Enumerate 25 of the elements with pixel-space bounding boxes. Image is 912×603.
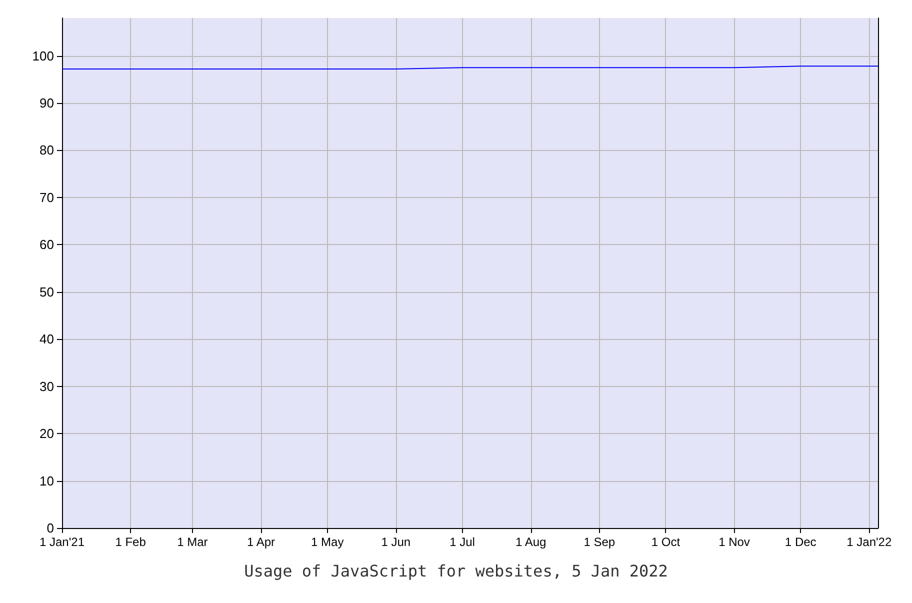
x-tick-label: 1 Mar (177, 535, 208, 549)
x-tick-label: 1 Oct (651, 535, 681, 549)
y-tick-label: 0 (46, 520, 54, 536)
x-tick-label: 1 Jun (381, 535, 411, 549)
y-tick-label: 90 (40, 96, 54, 110)
x-tick-label: 1 Feb (115, 535, 146, 549)
x-tick-label: 1 Jan'21 (40, 535, 85, 549)
x-tick-label: 1 Sep (584, 535, 616, 549)
y-tick-label: 80 (40, 142, 54, 158)
x-tick-label: 1 May (311, 535, 344, 549)
x-tick-label: 1 Nov (718, 535, 750, 549)
y-tick-label: 10 (40, 473, 54, 488)
x-tick-label: 1 Jul (450, 535, 475, 549)
x-tick-label: 1 Jan'22 (846, 535, 892, 549)
y-tick-label: 60 (40, 237, 54, 252)
y-tick-label: 40 (40, 332, 54, 347)
x-tick-label: 1 Aug (515, 535, 546, 549)
x-tick-label: 1 Dec (784, 535, 816, 549)
y-tick-label: 20 (40, 426, 54, 442)
x-tick-label: 1 Apr (247, 535, 276, 549)
y-tick-label: 50 (40, 284, 54, 300)
y-tick-label: 100 (32, 48, 54, 64)
y-tick-label: 70 (40, 190, 54, 205)
text: Usage of JavaScript for websites, 5 Jan 2022 (244, 562, 668, 580)
y-tick-label: 30 (40, 378, 54, 394)
